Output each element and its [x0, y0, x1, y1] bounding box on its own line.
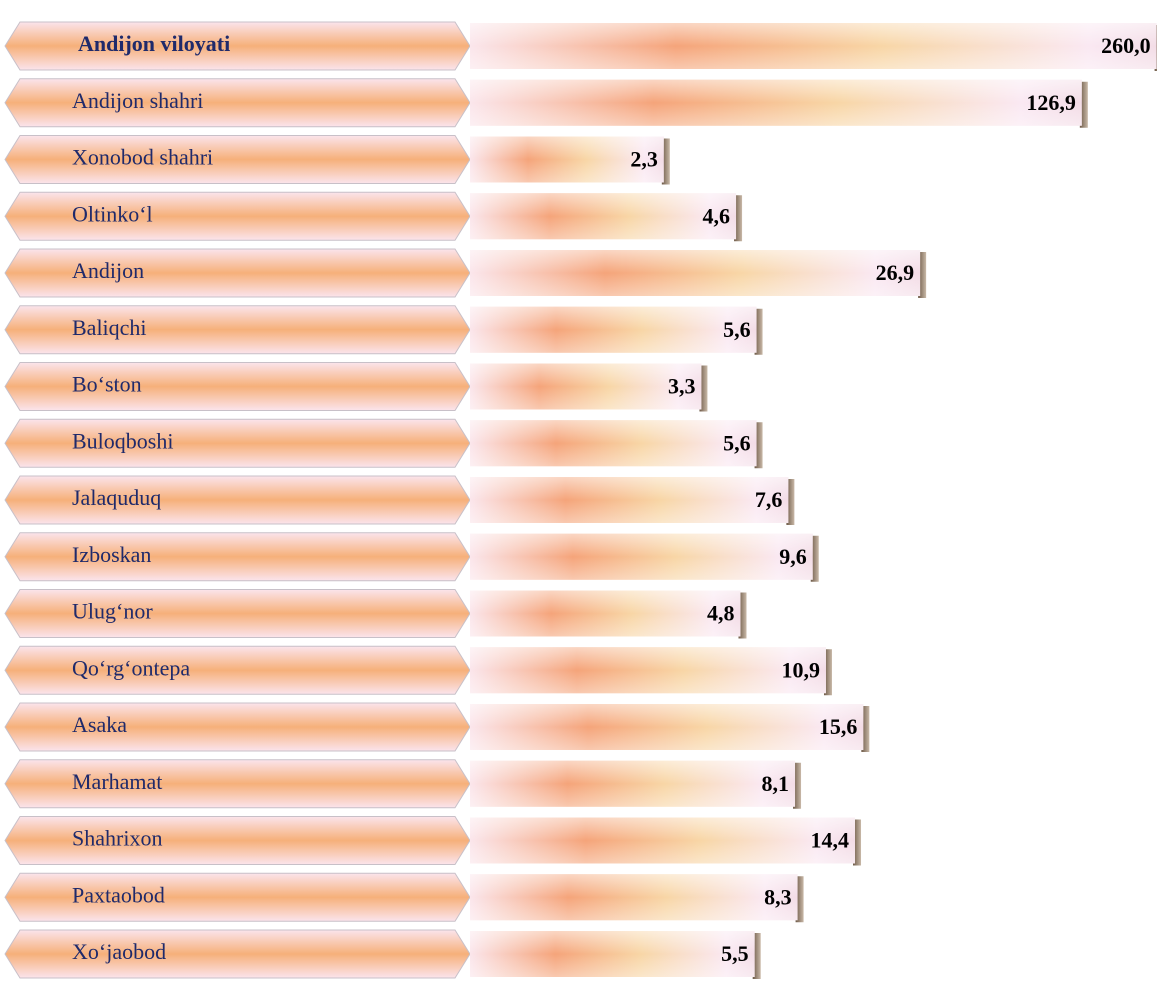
category-label: Buloqboshi — [72, 428, 173, 453]
bar-sheen — [470, 420, 757, 467]
bar-shadow — [661, 138, 670, 185]
value-label: 15,6 — [819, 714, 858, 739]
bar-sheen — [470, 874, 798, 921]
bar-sheen — [470, 79, 1082, 126]
bar-sheen — [470, 136, 664, 183]
value-label: 126,9 — [1026, 90, 1076, 115]
category-label: Andijon — [72, 258, 144, 283]
bar-sheen — [470, 363, 702, 410]
bar-shadow — [754, 308, 763, 355]
bar-sheen — [470, 704, 864, 750]
bar-sheen — [470, 250, 921, 296]
value-label: 2,3 — [630, 147, 658, 172]
bar-sheen — [470, 23, 1157, 69]
bar-sheen — [470, 590, 741, 637]
bar-sheen — [470, 931, 755, 977]
bar-shadow — [738, 592, 747, 639]
category-label: Shahrixon — [72, 826, 162, 851]
value-label: 9,6 — [779, 544, 807, 569]
value-label: 26,9 — [876, 260, 915, 285]
value-label: 3,3 — [668, 374, 696, 399]
category-label: Jalaquduq — [72, 485, 161, 510]
bar-sheen — [470, 533, 813, 580]
category-label: Xonobod shahri — [72, 145, 213, 170]
bar-shadow — [823, 649, 832, 696]
bar-shadow — [1079, 81, 1088, 128]
bar-shadow — [810, 535, 819, 582]
bar-sheen — [470, 647, 826, 694]
bar-shadow — [793, 762, 802, 809]
category-label: Oltinko‘l — [72, 201, 153, 226]
value-label: 4,8 — [707, 601, 735, 626]
category-label: Paxtaobod — [72, 882, 165, 907]
category-label: Andijon shahri — [72, 88, 203, 113]
bar-shadow — [752, 933, 761, 979]
bar-shadow — [699, 365, 708, 412]
bar-shadow — [786, 479, 795, 525]
value-label: 5,6 — [723, 430, 751, 455]
bar-shadow — [853, 819, 862, 866]
category-label: Bo‘ston — [72, 372, 142, 397]
bar-shadow — [918, 252, 927, 298]
category-label: Izboskan — [72, 542, 151, 567]
category-label: Baliqchi — [72, 315, 147, 340]
value-label: 10,9 — [781, 657, 820, 682]
bar-sheen — [470, 760, 796, 807]
bar-shadow — [795, 876, 804, 923]
bar-shadow — [754, 422, 763, 469]
category-label: Ulug‘nor — [72, 599, 153, 624]
value-label: 260,0 — [1101, 33, 1151, 58]
value-label: 4,6 — [703, 203, 731, 228]
bar-sheen — [470, 193, 737, 240]
category-label: Andijon viloyati — [78, 31, 230, 56]
value-label: 14,4 — [811, 828, 850, 853]
bar-sheen — [470, 817, 856, 864]
bar-sheen — [470, 306, 757, 353]
bar-shadow — [734, 195, 743, 242]
value-label: 8,3 — [764, 884, 792, 909]
category-label: Qo‘rg‘ontepa — [72, 655, 190, 680]
category-label: Marhamat — [72, 769, 162, 794]
bar-sheen — [470, 477, 789, 523]
value-label: 8,1 — [762, 771, 790, 796]
label-box — [4, 21, 471, 71]
category-label: Xo‘jaobod — [72, 939, 166, 964]
value-label: 5,5 — [721, 941, 749, 966]
value-label: 5,6 — [723, 317, 751, 342]
category-label: Asaka — [72, 712, 127, 737]
value-label: 7,6 — [755, 487, 783, 512]
bar-shadow — [861, 706, 870, 752]
